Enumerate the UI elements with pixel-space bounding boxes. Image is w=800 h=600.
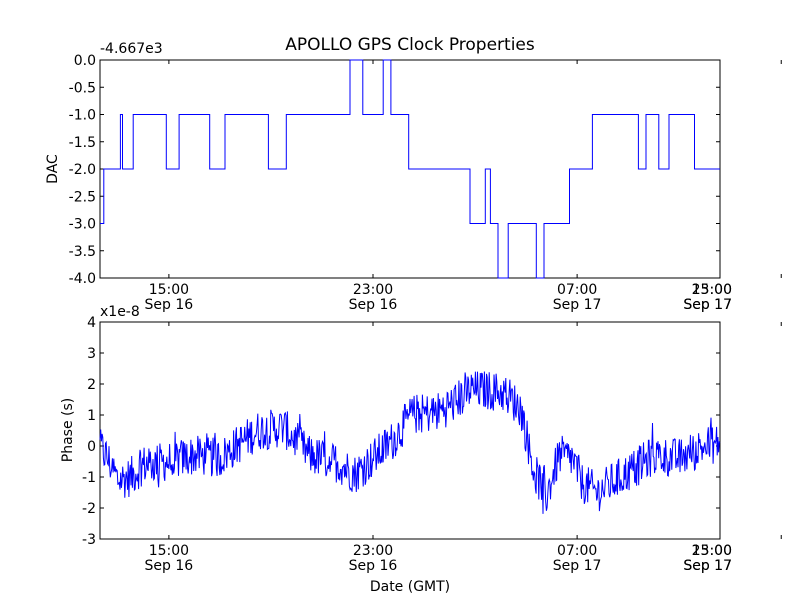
phase-y-tick-label: 2 <box>87 377 96 393</box>
dac-y-axis-label: DAC <box>45 154 61 184</box>
phase-y-tick-label: -1 <box>82 470 96 486</box>
dac-y-tick-label: -3.5 <box>69 244 96 260</box>
dac-x-tick-date: Sep 16 <box>145 297 194 313</box>
dac-x-tick-date: Sep 16 <box>349 297 398 313</box>
dac-y-tick-label: -1.0 <box>69 108 96 124</box>
dac-y-tick-label: -1.5 <box>69 135 96 151</box>
phase-offset-label: x1e-8 <box>100 304 140 320</box>
dac-series-line <box>100 59 720 279</box>
phase-plot-area <box>99 321 721 540</box>
dac-x-tick-time: 23:00 <box>353 282 393 298</box>
phase-y-tick-label: -3 <box>82 532 96 548</box>
phase-x-tick-date: Sep 17 <box>553 558 602 574</box>
dac-x-tick-date: Sep 17 <box>683 297 732 313</box>
phase-y-tick-label: 4 <box>87 315 96 331</box>
dac-x-tick-date: Sep 17 <box>683 297 732 313</box>
phase-y-axis-label: Phase (s) <box>60 398 76 462</box>
phase-x-tick-time: 07:00 <box>557 543 597 559</box>
phase-y-tick-label: 3 <box>87 346 96 362</box>
dac-y-tick-label: -2.0 <box>69 162 96 178</box>
dac-y-tick-label: -2.5 <box>69 189 96 205</box>
dac-x-tick-date: Sep 17 <box>553 297 602 313</box>
dac-x-tick-time: 15:00 <box>149 282 189 298</box>
dac-y-tick-label: -0.5 <box>69 80 96 96</box>
x-axis-label: Date (GMT) <box>370 579 450 595</box>
chart-title: APOLLO GPS Clock Properties <box>285 35 535 55</box>
dac-x-tick-time: 23:00 <box>692 282 732 298</box>
dac-x-tick-time: 15:00 <box>692 282 732 298</box>
dac-y-tick-label: -3.0 <box>69 217 96 233</box>
phase-x-tick-time: 15:00 <box>692 543 732 559</box>
phase-x-tick-date: Sep 17 <box>683 558 732 574</box>
phase-x-tick-date: Sep 16 <box>349 558 398 574</box>
phase-series-line <box>99 371 721 514</box>
phase-x-tick-time: 23:00 <box>692 543 732 559</box>
phase-y-tick-label: 0 <box>87 439 96 455</box>
phase-x-tick-date: Sep 17 <box>683 558 732 574</box>
dac-x-tick-time: 07:00 <box>557 282 597 298</box>
dac-panel: -4.667e3 DAC 0.0 -0.5 -1.0 -1.5 -2.0 -2.5 -3.0… <box>45 41 782 313</box>
phase-x-tick-time: 23:00 <box>353 543 393 559</box>
phase-y-tick-label: -2 <box>82 501 96 517</box>
phase-y-tick-label: 1 <box>87 408 96 424</box>
phase-x-tick-date: Sep 16 <box>145 558 194 574</box>
dac-y-tick-label: 0.0 <box>74 53 96 69</box>
phase-x-tick-time: 15:00 <box>149 543 189 559</box>
dac-offset-label: -4.667e3 <box>100 41 163 57</box>
dac-y-tick-label: -4.0 <box>69 271 96 287</box>
